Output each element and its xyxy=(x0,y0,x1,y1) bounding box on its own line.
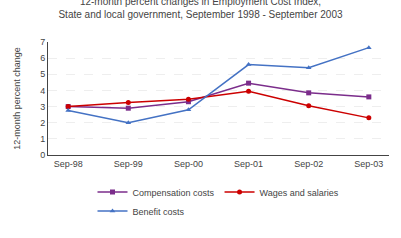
svg-text:2: 2 xyxy=(40,118,45,128)
svg-text:1: 1 xyxy=(40,134,45,144)
svg-text:Wages and salaries: Wages and salaries xyxy=(260,188,339,198)
svg-text:Sep-00: Sep-00 xyxy=(174,159,203,169)
svg-text:Sep-98: Sep-98 xyxy=(54,159,83,169)
svg-text:Sep-02: Sep-02 xyxy=(294,159,323,169)
svg-text:12-month percent change: 12-month percent change xyxy=(12,47,22,150)
svg-text:3: 3 xyxy=(40,102,45,112)
svg-text:6: 6 xyxy=(40,53,45,63)
svg-text:Sep-03: Sep-03 xyxy=(354,159,383,169)
svg-text:Benefit costs: Benefit costs xyxy=(133,207,185,217)
svg-text:7: 7 xyxy=(40,37,45,47)
svg-text:12-month percent changes in Em: 12-month percent changes in Employment C… xyxy=(58,0,343,20)
svg-text:4: 4 xyxy=(40,86,45,96)
svg-text:Compensation costs: Compensation costs xyxy=(133,188,215,198)
svg-text:Sep-01: Sep-01 xyxy=(234,159,263,169)
svg-text:5: 5 xyxy=(40,69,45,79)
svg-text:0: 0 xyxy=(40,150,45,160)
svg-text:Sep-99: Sep-99 xyxy=(114,159,143,169)
